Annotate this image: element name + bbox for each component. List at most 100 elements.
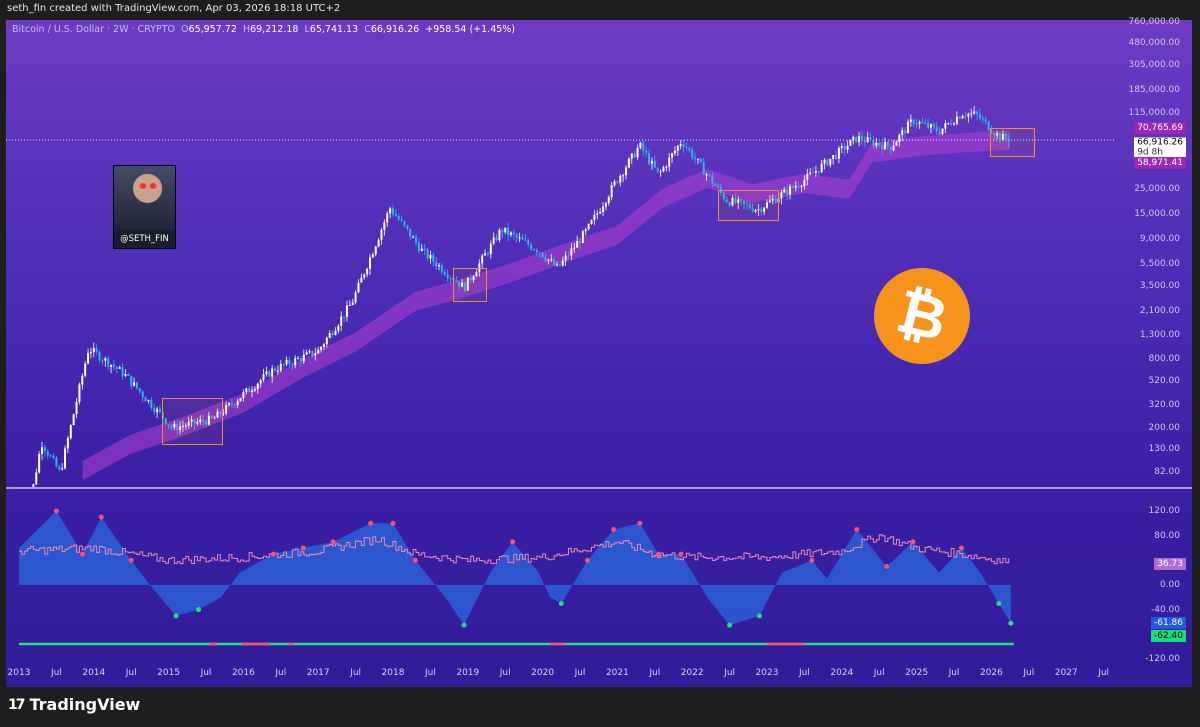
candle-body	[763, 207, 766, 212]
avatar-image	[114, 166, 175, 230]
time-tick-label: Jul	[50, 668, 62, 678]
candle-body	[909, 119, 912, 122]
candle-body	[285, 360, 288, 365]
candle-body	[179, 426, 182, 431]
candle-body	[561, 260, 564, 266]
high-label: H	[242, 24, 251, 35]
candle-body	[791, 186, 794, 188]
candle-body	[950, 123, 953, 125]
tradingview-footer[interactable]: 17 TradingView	[8, 695, 140, 714]
candle-body	[875, 142, 878, 146]
candle-body	[156, 408, 159, 413]
candle-body	[334, 330, 337, 335]
time-tick-label: Jul	[873, 668, 885, 678]
candle-body	[141, 391, 144, 398]
candle-body	[228, 403, 231, 405]
candle-body	[343, 316, 346, 318]
signal-dot	[678, 551, 684, 557]
brand-name: TradingView	[29, 695, 141, 714]
candle-body	[153, 407, 156, 413]
candle-body	[717, 185, 720, 188]
price-tick-label: 25,000.00	[1134, 183, 1180, 194]
laser-eyes-icon	[138, 183, 158, 189]
signal-dot	[270, 551, 276, 557]
candle-body	[461, 282, 464, 287]
candle-body	[297, 358, 300, 360]
candle-body	[866, 137, 869, 143]
candle-body	[742, 200, 745, 204]
time-tick-label: 2024	[830, 668, 854, 678]
candle-body	[245, 388, 248, 393]
signal-dot	[958, 545, 964, 551]
candle-body	[30, 502, 32, 521]
candle-body	[797, 185, 800, 187]
candle-body	[610, 185, 613, 198]
candle-body	[607, 197, 610, 204]
osc-fill-tag: -61.86	[1150, 617, 1186, 629]
candle-body	[181, 425, 184, 427]
time-tick-label: 2025	[905, 668, 929, 678]
symbol-name[interactable]: Bitcoin / U.S. Dollar · 2W · CRYPTO	[12, 24, 175, 35]
candle-body	[682, 144, 685, 147]
candle-body	[268, 371, 271, 377]
candle-body	[426, 249, 429, 259]
candle-body	[708, 174, 711, 176]
candle-body	[602, 206, 605, 212]
candle-body	[124, 373, 127, 376]
candle-body	[455, 280, 458, 282]
signal-dot	[128, 557, 134, 563]
candle-body	[800, 186, 803, 188]
candle-body	[403, 220, 406, 226]
candle-body	[279, 363, 282, 371]
candle-body	[253, 389, 256, 391]
time-tick-label: Jul	[798, 668, 810, 678]
price-tick-label: 520.00	[1148, 375, 1181, 386]
candle-body	[771, 198, 774, 201]
time-tick-label: 2027	[1054, 668, 1078, 678]
oscillator-line	[19, 534, 1010, 565]
candle-body	[541, 252, 544, 258]
candle-body	[302, 354, 305, 362]
candle-body	[814, 170, 817, 173]
candle-body	[360, 277, 363, 283]
candle-body	[187, 421, 190, 426]
candle-body	[648, 153, 651, 164]
candle-body	[783, 189, 786, 193]
candle-body	[984, 118, 987, 122]
candle-body	[225, 404, 228, 414]
time-tick-label: 2013	[7, 668, 31, 678]
time-tick-label: 2026	[979, 668, 1003, 678]
osc-signal-tag: -62.40	[1150, 630, 1186, 642]
candle-body	[135, 382, 138, 389]
candle-body	[904, 130, 907, 134]
candle-body	[345, 305, 348, 317]
price-tick-label: 115,000.00	[1128, 108, 1180, 119]
candle-body	[383, 222, 386, 230]
candle-body	[932, 124, 935, 127]
candle-body	[898, 134, 901, 142]
candle-body	[199, 419, 202, 422]
candle-body	[745, 203, 748, 205]
candle-body	[754, 209, 757, 212]
candle-body	[846, 145, 849, 150]
candle-body	[590, 220, 593, 224]
candle-body	[46, 451, 49, 456]
price-tick-label: 200.00	[1148, 422, 1181, 433]
time-tick-label: 2018	[381, 668, 405, 678]
signal-dot	[727, 622, 733, 628]
candle-body	[953, 123, 955, 125]
candle-body	[696, 158, 699, 160]
candle-body	[676, 145, 679, 151]
candle-body	[996, 133, 999, 136]
candle-body	[760, 209, 763, 212]
price-tick-label: 2,100.00	[1139, 306, 1180, 317]
candle-body	[639, 142, 642, 149]
candle-body	[262, 374, 265, 381]
candle-body	[481, 255, 484, 264]
candle-body	[768, 200, 771, 203]
candle-body	[941, 128, 944, 135]
chart-area[interactable]: Bitcoin / U.S. Dollar · 2W · CRYPTO O65,…	[6, 17, 1192, 687]
candle-body	[702, 162, 705, 175]
candle-body	[863, 140, 866, 143]
candle-body	[757, 209, 760, 211]
